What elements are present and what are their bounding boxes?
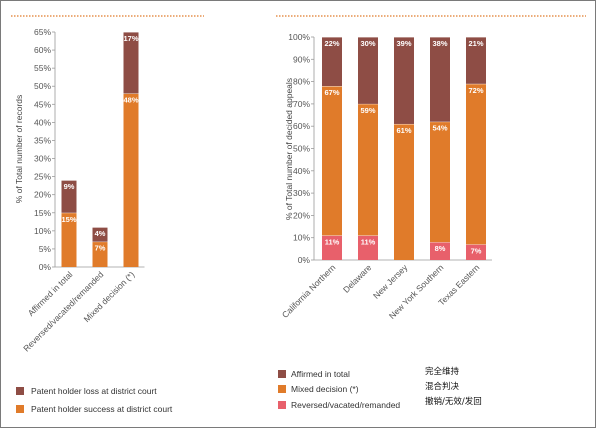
data-label: 67% xyxy=(324,88,339,97)
data-label: 9% xyxy=(64,182,75,191)
y-tick-label: 60% xyxy=(293,121,310,131)
annotation-mixed-cn: 混合判决 xyxy=(425,381,460,392)
y-tick-label: 10% xyxy=(34,226,51,236)
legend-label-success: Patent holder success at district court xyxy=(31,404,173,414)
x-category-label: New Jersey xyxy=(371,262,410,301)
data-label: 8% xyxy=(435,244,446,253)
y-tick-label: 40% xyxy=(293,166,310,176)
left-plot-area: 0% 5% 10% 15% 20% 25% 30% 35% 40% 45% 50% 55% 60% 65%… xyxy=(21,27,144,354)
y-tick-label: 100% xyxy=(288,32,310,42)
y-tick-label: 25% xyxy=(34,172,51,182)
y-tick-label: 80% xyxy=(293,77,310,87)
bar-segment xyxy=(394,37,414,124)
y-tick-label: 90% xyxy=(293,54,310,64)
annotation-affirmed-cn: 完全维持 xyxy=(425,366,460,377)
y-tick-label: 60% xyxy=(34,45,51,55)
legend-swatch-loss xyxy=(16,387,24,395)
data-label: 21% xyxy=(468,39,483,48)
data-label: 7% xyxy=(95,244,106,253)
legend-label-loss: Patent holder loss at district court xyxy=(31,386,157,396)
data-label: 15% xyxy=(61,215,76,224)
legend-swatch-reversed xyxy=(278,401,286,409)
bar-segment xyxy=(322,86,342,235)
legend-swatch-success xyxy=(16,405,24,413)
y-tick-label: 0% xyxy=(39,262,52,272)
y-tick-label: 65% xyxy=(34,27,51,37)
bar-segment xyxy=(358,104,378,236)
data-label: 4% xyxy=(95,229,106,238)
y-tick-label: 0% xyxy=(298,255,311,265)
bar-segment xyxy=(394,124,414,260)
legend-swatch-mixed xyxy=(278,385,286,393)
data-label: 30% xyxy=(360,39,375,48)
y-tick-label: 30% xyxy=(293,188,310,198)
data-label: 17% xyxy=(123,34,138,43)
bar-segment xyxy=(430,37,450,122)
x-category-label: Delaware xyxy=(341,262,374,295)
y-tick-label: 40% xyxy=(34,117,51,127)
annotation-reversed-cn: 撤销/无效/发回 xyxy=(425,396,482,407)
data-label: 39% xyxy=(396,39,411,48)
data-label: 48% xyxy=(123,95,138,104)
data-label: 59% xyxy=(360,106,375,115)
y-tick-label: 50% xyxy=(34,81,51,91)
y-tick-label: 50% xyxy=(293,144,310,154)
y-tick-label: 45% xyxy=(34,99,51,109)
legend-label-mixed: Mixed decision (*) xyxy=(291,384,359,394)
data-label: 11% xyxy=(325,237,340,246)
y-tick-label: 20% xyxy=(293,210,310,220)
y-tick-label: 5% xyxy=(39,244,52,254)
data-label: 7% xyxy=(471,246,482,255)
data-label: 22% xyxy=(324,39,339,48)
data-label: 11% xyxy=(361,237,376,246)
legend-label-affirmed: Affirmed in total xyxy=(291,369,350,379)
y-tick-label: 30% xyxy=(34,154,51,164)
y-tick-label: 55% xyxy=(34,63,51,73)
data-label: 61% xyxy=(396,126,411,135)
y-tick-label: 10% xyxy=(293,233,310,243)
y-tick-label: 20% xyxy=(34,190,51,200)
data-label: 72% xyxy=(468,86,483,95)
bar-segment xyxy=(466,84,486,245)
right-plot-area: 0% 10% 20% 30% 40% 50% 60% 70% 80% 90% 100% 11% 67% 2… xyxy=(280,32,492,321)
x-category-label: California Northern xyxy=(280,262,338,320)
bar-segment xyxy=(124,93,139,267)
data-label: 54% xyxy=(432,124,447,133)
left-y-axis-label: % of Total number of records xyxy=(14,95,24,204)
legend-swatch-affirmed xyxy=(278,370,286,378)
bar-segment xyxy=(430,122,450,242)
data-label: 38% xyxy=(432,39,447,48)
legend-label-reversed: Reversed/vacated/remanded xyxy=(291,400,400,410)
y-tick-label: 15% xyxy=(34,208,51,218)
y-tick-label: 35% xyxy=(34,135,51,145)
y-tick-label: 70% xyxy=(293,99,310,109)
